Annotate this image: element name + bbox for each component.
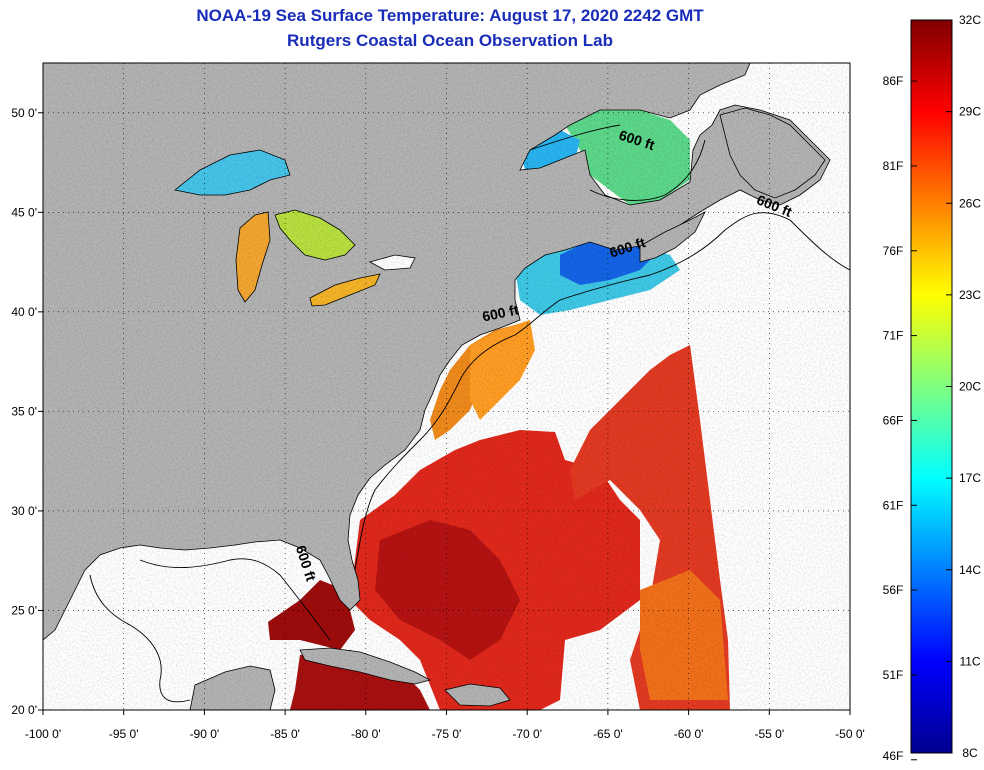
x-tick-label: -70 0' (512, 727, 542, 741)
x-tick-label: -65 0' (593, 727, 623, 741)
y-tick-label: 30 0' (11, 504, 37, 518)
colorbar-label-celsius: 8C (962, 746, 978, 760)
texture-overlay (43, 63, 850, 710)
colorbar-label-fahrenheit: 81F (883, 159, 904, 173)
colorbar-label-celsius: 32C (959, 13, 981, 27)
x-tick-label: -50 0' (835, 727, 865, 741)
colorbar-label-fahrenheit: 46F (883, 749, 904, 763)
colorbar-label-celsius: 14C (959, 563, 981, 577)
x-tick-label: -85 0' (270, 727, 300, 741)
y-tick-label: 40 0' (11, 305, 37, 319)
colorbar-label-fahrenheit: 61F (883, 498, 904, 512)
y-tick-label: 50 0' (11, 106, 37, 120)
x-tick-label: -90 0' (190, 727, 220, 741)
x-tick-label: -80 0' (351, 727, 381, 741)
colorbar-label-celsius: 26C (959, 196, 981, 210)
colorbar-label-fahrenheit: 51F (883, 668, 904, 682)
map-subtitle: Rutgers Coastal Ocean Observation Lab (287, 31, 613, 50)
colorbar-label-celsius: 20C (959, 380, 981, 394)
colorbar-label-celsius: 29C (959, 105, 981, 119)
colorbar-labels: 32C 29C 26C 23C 20C 17C 14C 11C 8C 86F 81F 76F 71F 66… (883, 13, 982, 763)
colorbar-label-celsius: 23C (959, 288, 981, 302)
colorbar-label-fahrenheit: 71F (883, 329, 904, 343)
x-tick-label: -60 0' (674, 727, 704, 741)
colorbar-label-celsius: 11C (959, 654, 980, 668)
colorbar-label-fahrenheit: 56F (883, 583, 904, 597)
x-tick-label: -95 0' (109, 727, 139, 741)
x-tick-label: -55 0' (754, 727, 784, 741)
y-tick-label: 20 0' (11, 703, 37, 717)
x-tick-label: -100 0' (25, 727, 61, 741)
colorbar-label-celsius: 17C (959, 471, 981, 485)
colorbar-gradient (910, 19, 953, 754)
x-axis: -100 0' -95 0' -90 0' -85 0' -80 0' -75 0' -70… (25, 710, 865, 741)
colorbar-label-fahrenheit: 86F (883, 74, 904, 88)
y-tick-label: 35 0' (11, 404, 37, 418)
colorbar-label-fahrenheit: 76F (883, 244, 904, 258)
map-title: NOAA-19 Sea Surface Temperature: August … (196, 6, 704, 25)
y-tick-label: 45 0' (11, 205, 37, 219)
y-axis: 20 0' 25 0' 30 0' 35 0' 40 0' 45 0' 50 0' (11, 106, 43, 717)
x-tick-label: -75 0' (432, 727, 462, 741)
y-tick-label: 25 0' (11, 603, 37, 617)
contour-label-600ft: 600 ft (481, 301, 520, 324)
colorbar-label-fahrenheit: 66F (883, 413, 904, 427)
